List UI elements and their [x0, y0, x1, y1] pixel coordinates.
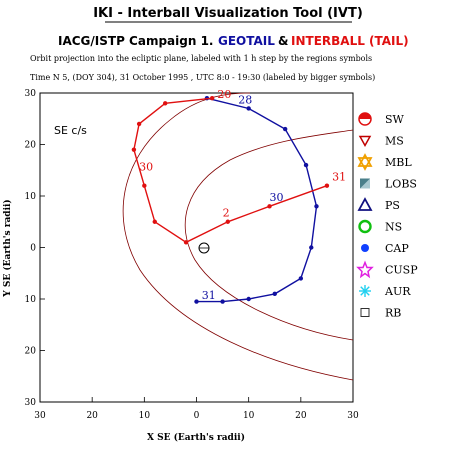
geotail-orbit-point: [309, 245, 314, 250]
ps-triangle-up-icon: [357, 197, 373, 211]
interball-label: INTERBALL (TAIL): [291, 34, 409, 48]
geotail-orbit-point: [314, 204, 319, 209]
y-tick-label: 0: [30, 244, 36, 254]
geotail-hour-label: 28: [238, 93, 252, 106]
interball-orbit-point: [209, 95, 215, 101]
campaign-label: IACG/ISTP Campaign 1.: [58, 34, 213, 48]
legend-label: NS: [385, 221, 402, 234]
x-tick-label: 30: [347, 411, 359, 421]
tick-marks: [39, 92, 354, 403]
y-tick-label: 30: [25, 89, 37, 99]
interball-hour-label: 2: [223, 207, 230, 220]
x-tick-label: 10: [243, 411, 255, 421]
coord-system-label: SE c/s: [54, 124, 87, 137]
interball-hour-label: 20: [217, 88, 231, 101]
geotail-orbit-point: [246, 296, 251, 302]
lobs-square-icon: [360, 178, 370, 189]
geotail-orbit-point: [298, 276, 304, 281]
geotail-label: GEOTAIL: [218, 34, 275, 48]
mbl-star-icon: [357, 153, 373, 171]
time-description: Time N 5, (DOY 304), 31 October 1995 , U…: [30, 73, 375, 82]
y-tick-labels: 30 20 10 0 10 20 30: [25, 89, 37, 408]
x-axis-label: X SE (Earth's radii): [147, 432, 245, 443]
sw-symbol-icon: [358, 112, 372, 126]
legend-label: CAP: [385, 242, 409, 255]
x-tick-label: 30: [34, 411, 46, 421]
cap-dot-icon: [361, 244, 369, 252]
interball-orbit-point: [183, 240, 189, 245]
plot-frame: [39, 92, 354, 403]
geotail-hour-label: 31: [202, 289, 216, 302]
x-tick-label: 20: [295, 411, 307, 421]
y-tick-label: 10: [25, 192, 37, 202]
geotail-orbit-point: [303, 162, 309, 168]
x-tick-label: 20: [86, 411, 98, 421]
interball-orbit-point: [225, 219, 230, 224]
interball-orbit-point: [267, 204, 272, 209]
geotail-hour-label: 30: [270, 191, 284, 204]
ms-triangle-down-icon: [358, 135, 372, 148]
geotail-orbit-point: [272, 291, 277, 297]
y-tick-label: 10: [25, 295, 37, 305]
geotail-orbit-point: [282, 126, 288, 132]
geotail-orbit-point: [220, 299, 225, 304]
x-tick-label: 10: [139, 411, 151, 421]
orbit-layer: 28 30 31 20 30 2 31: [131, 88, 346, 304]
interball-hour-label: 30: [139, 160, 153, 173]
orbit-description: Orbit projection into the ecliptic plane…: [30, 54, 372, 63]
interball-orbit-point: [136, 121, 142, 127]
y-tick-label: 30: [25, 398, 37, 408]
y-tick-label: 20: [25, 347, 37, 357]
interball-orbit-point: [324, 183, 330, 188]
aur-asterisk-icon: [359, 285, 371, 297]
y-tick-label: 20: [25, 141, 37, 151]
geotail-orbit-point: [194, 299, 199, 304]
x-tick-labels: 30 20 10 0 10 20 30: [34, 411, 359, 421]
cusp-star-icon: [356, 260, 374, 279]
geotail-orbit-point: [246, 106, 251, 111]
interball-orbit-point: [131, 147, 137, 152]
y-axis-label: Y SE (Earth's radii): [2, 199, 13, 297]
legend: SW MS MBL LOBS PS NS CAP CUSP AUR RB: [356, 112, 418, 320]
legend-label: SW: [385, 113, 405, 126]
legend-label: RB: [385, 307, 401, 320]
interball-hour-label: 31: [332, 171, 346, 184]
ampersand: &: [278, 34, 288, 48]
rb-square-icon: [360, 308, 370, 317]
legend-label: AUR: [384, 285, 411, 298]
interball-orbit-point: [163, 101, 168, 106]
interball-orbit-line: [133, 97, 328, 244]
magnetopause-curve: [184, 129, 354, 341]
legend-label: LOBS: [385, 178, 417, 191]
legend-label: PS: [385, 199, 400, 212]
bow-shock-curve: [122, 92, 354, 381]
campaign-line: IACG/ISTP Campaign 1. GEOTAIL & INTERBAL…: [58, 34, 409, 48]
legend-label: CUSP: [385, 264, 418, 277]
x-tick-label: 0: [194, 411, 200, 421]
ns-circle-icon: [358, 219, 372, 234]
legend-label: MBL: [385, 156, 412, 169]
figure-title: IKI - Interball Visualization Tool (IVT): [93, 6, 363, 21]
interball-orbit-point: [142, 183, 147, 188]
legend-label: MS: [385, 135, 404, 148]
interball-orbit-point: [152, 219, 157, 224]
